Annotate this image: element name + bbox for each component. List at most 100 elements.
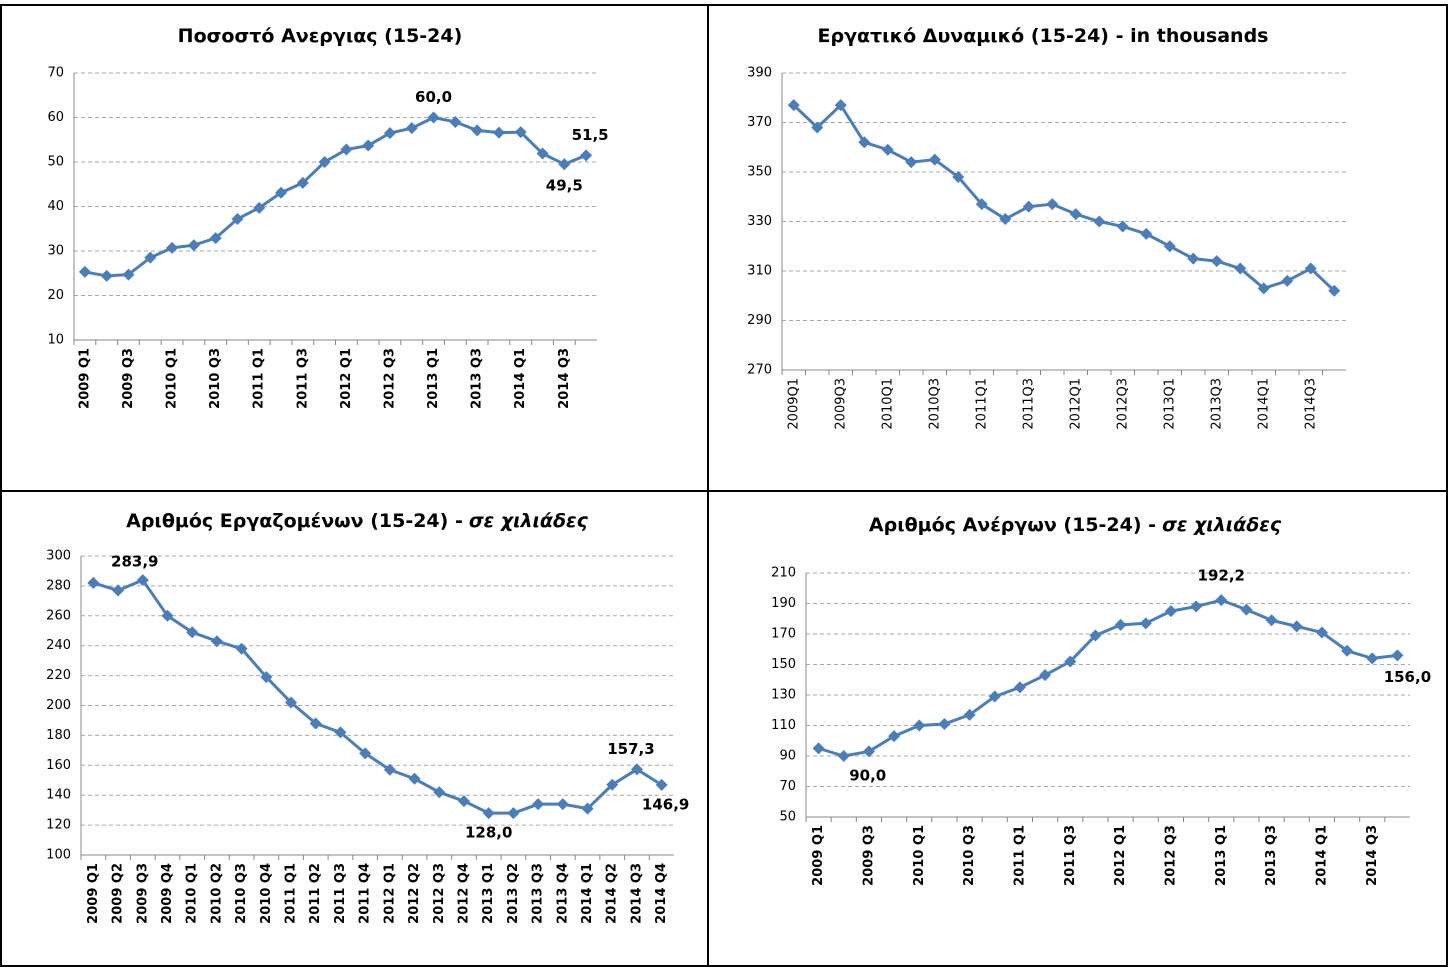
marker [166,241,179,254]
marker [858,136,871,149]
x-tick-label: 2011Q3 [1021,378,1036,430]
y-tick-label: 210 [771,566,796,581]
marker [1140,227,1153,240]
marker [210,635,223,648]
x-tick-label: 2009 Q2 [111,863,126,924]
x-tick-label: 2013Q1 [1162,378,1177,430]
data-label: 90,0 [849,767,886,785]
marker [285,696,298,709]
marker [1069,208,1082,221]
x-tick-label: 2012 Q1 [382,863,397,924]
y-tick-label: 130 [771,688,796,703]
marker [952,170,965,183]
y-tick-label: 60 [47,110,64,125]
marker [296,176,309,189]
y-tick-label: 220 [46,668,71,683]
marker [507,807,520,820]
y-tick-label: 160 [46,758,71,773]
x-tick-label: 2013 Q1 [481,863,496,924]
x-tick-label: 2012Q3 [1115,378,1130,430]
marker [1187,252,1200,265]
marker [1089,629,1102,642]
marker [812,742,825,755]
marker [787,99,800,112]
marker [1116,220,1129,233]
y-tick-label: 240 [46,638,71,653]
marker [100,269,113,282]
marker [340,143,353,156]
marker [471,124,484,137]
marker [449,115,462,128]
marker [1210,255,1223,268]
marker [881,143,894,156]
x-tick-label: 2013 Q2 [506,863,521,924]
marker [905,156,918,169]
marker [359,747,372,760]
marker [811,121,824,134]
marker [1304,262,1317,275]
marker [1039,669,1052,682]
marker [1257,282,1270,295]
marker [862,745,875,758]
x-tick-label: 2010Q3 [927,378,942,430]
marker [136,574,149,587]
data-label: 283,9 [111,553,158,571]
marker [1190,600,1203,613]
x-tick-label: 2009 Q3 [135,863,150,924]
y-tick-label: 170 [771,627,796,642]
x-tick-label: 2011 Q1 [1012,825,1027,886]
marker [433,786,446,799]
marker [78,265,91,278]
marker [231,212,244,225]
x-tick-label: 2014Q3 [1303,378,1318,430]
x-tick-label: 2010 Q3 [234,863,249,924]
marker [1114,618,1127,631]
marker [1022,200,1035,213]
marker [556,798,569,811]
title-part: Αριθμός Εργαζομένων (15-24) - [126,510,463,532]
x-tick-label: 2010 Q3 [208,348,223,409]
x-tick-label: 2009 Q3 [861,825,876,886]
marker [536,147,549,160]
y-tick-label: 30 [47,244,64,259]
marker [913,719,926,732]
data-label: 51,5 [572,126,609,144]
x-tick-label: 2014 Q4 [654,863,669,924]
x-tick-label: 2009 Q4 [160,863,175,924]
y-tick-label: 350 [747,165,772,180]
marker [1234,262,1247,275]
y-tick-label: 100 [46,848,71,863]
marker [581,802,594,815]
marker [383,763,396,776]
x-tick-label: 2013Q3 [1209,378,1224,430]
x-tick-label: 2011 Q1 [252,348,267,409]
y-tick-label: 280 [46,578,71,593]
marker [186,626,199,639]
y-tick-label: 260 [46,608,71,623]
marker [834,99,847,112]
marker [1366,652,1379,665]
marker [318,156,331,168]
chart-title: Αριθμός Εργαζομένων (15-24) - σε χιλιάδες [126,510,588,532]
x-tick-label: 2009 Q3 [121,348,136,409]
x-tick-label: 2011 Q2 [308,863,323,924]
x-tick-label: 2013 Q1 [1214,825,1229,886]
y-tick-label: 270 [747,363,772,378]
marker [837,750,850,762]
data-label: 192,2 [1198,567,1245,585]
marker [87,576,100,589]
x-tick-label: 2013 Q1 [426,348,441,409]
y-tick-label: 70 [779,779,796,794]
marker [1139,617,1152,630]
marker [988,690,1001,703]
marker [532,798,545,811]
x-tick-label: 2012 Q1 [1113,825,1128,886]
y-tick-label: 180 [46,728,71,743]
marker [1215,594,1228,607]
marker [1164,605,1177,618]
x-tick-label: 2014 Q1 [1314,825,1329,886]
marker [161,609,174,622]
x-tick-label: 2013 Q3 [1264,825,1279,886]
line [92,578,663,815]
